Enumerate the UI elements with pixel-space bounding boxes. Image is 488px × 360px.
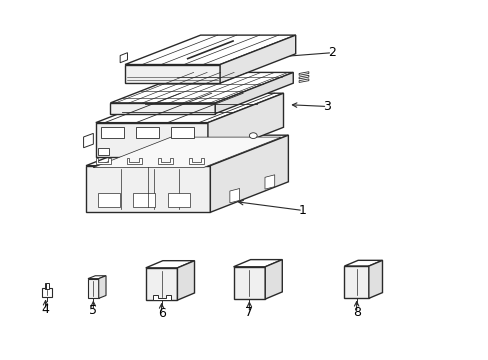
Polygon shape xyxy=(233,260,282,267)
Polygon shape xyxy=(229,189,239,203)
Polygon shape xyxy=(88,279,99,298)
Polygon shape xyxy=(120,53,127,63)
Polygon shape xyxy=(207,93,283,157)
Polygon shape xyxy=(125,64,220,83)
Polygon shape xyxy=(46,283,49,289)
Polygon shape xyxy=(344,260,382,266)
Polygon shape xyxy=(153,296,171,300)
Polygon shape xyxy=(145,268,177,300)
Text: 8: 8 xyxy=(352,306,360,319)
Polygon shape xyxy=(299,79,308,82)
Polygon shape xyxy=(168,193,190,207)
Text: 4: 4 xyxy=(41,303,49,316)
Polygon shape xyxy=(96,158,110,164)
Polygon shape xyxy=(110,103,215,114)
Polygon shape xyxy=(127,158,142,164)
Polygon shape xyxy=(299,75,308,79)
Polygon shape xyxy=(133,193,155,207)
Polygon shape xyxy=(99,276,106,298)
Polygon shape xyxy=(158,158,172,164)
Polygon shape xyxy=(83,134,93,148)
Polygon shape xyxy=(344,266,368,298)
Polygon shape xyxy=(215,72,293,114)
Polygon shape xyxy=(88,276,106,279)
Polygon shape xyxy=(110,72,293,103)
Polygon shape xyxy=(220,35,295,83)
Polygon shape xyxy=(136,127,159,138)
Polygon shape xyxy=(86,135,288,166)
Text: 7: 7 xyxy=(245,306,253,319)
Polygon shape xyxy=(96,93,283,123)
Polygon shape xyxy=(210,135,288,212)
Text: 6: 6 xyxy=(157,307,165,320)
Polygon shape xyxy=(98,148,109,155)
Polygon shape xyxy=(170,127,194,138)
Text: 1: 1 xyxy=(299,204,306,217)
Polygon shape xyxy=(368,260,382,298)
Circle shape xyxy=(249,133,257,139)
Polygon shape xyxy=(177,261,194,300)
Polygon shape xyxy=(86,166,210,212)
Polygon shape xyxy=(125,35,295,64)
Polygon shape xyxy=(264,260,282,299)
Polygon shape xyxy=(189,158,203,164)
Polygon shape xyxy=(93,137,281,168)
Polygon shape xyxy=(45,283,48,289)
Text: 2: 2 xyxy=(327,46,336,59)
Polygon shape xyxy=(98,193,120,207)
Text: 5: 5 xyxy=(89,305,97,318)
Polygon shape xyxy=(264,175,274,189)
Polygon shape xyxy=(233,267,264,299)
Polygon shape xyxy=(299,72,308,75)
Polygon shape xyxy=(42,288,52,297)
Polygon shape xyxy=(101,127,124,138)
Polygon shape xyxy=(96,123,207,157)
Text: 3: 3 xyxy=(323,100,331,113)
Polygon shape xyxy=(145,261,194,268)
